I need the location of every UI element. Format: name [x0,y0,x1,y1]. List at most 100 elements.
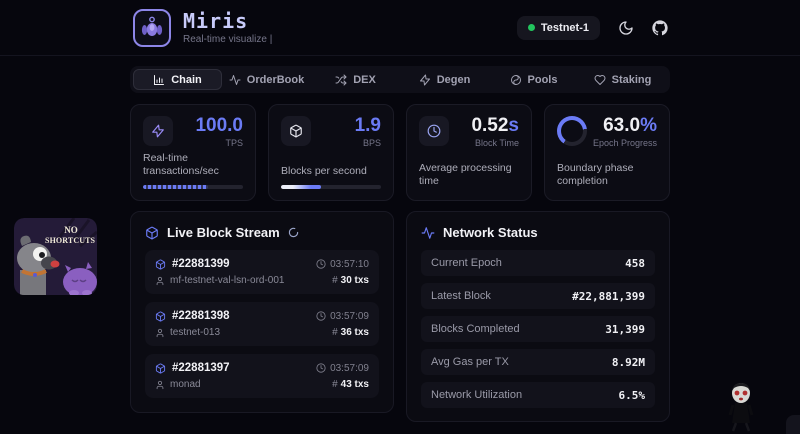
epoch-progress-ring [557,116,587,146]
cube-icon [155,258,166,270]
pulse-icon [421,226,435,240]
zap-icon [419,74,431,86]
clock-icon [316,259,326,269]
block-list-item[interactable]: #22881397 03:57:09 monad #43 txs [145,354,379,398]
panels-row: Live Block Stream #22881399 03:57:10 [130,211,670,422]
tab-staking[interactable]: Staking [578,69,667,90]
app-header: Miris Real-time visualize | Testnet-1 [0,0,800,56]
epoch-progress-unit: Epoch Progress [592,138,657,148]
main-content: Chain OrderBook DEX Degen Pools Staking [130,66,670,422]
tab-orderbook[interactable]: OrderBook [222,69,311,90]
user-icon [155,276,165,286]
tab-bar: Chain OrderBook DEX Degen Pools Staking [130,66,670,93]
block-txs: #30 txs [332,275,369,286]
page-subtitle: Real-time visualize | [183,33,273,45]
tab-dex[interactable]: DEX [311,69,400,90]
block-time: 03:57:10 [330,258,369,270]
tps-unit: TPS [225,138,243,148]
live-block-stream-panel: Live Block Stream #22881399 03:57:10 [130,211,394,413]
green-status-dot [527,24,535,31]
block-list-item[interactable]: #22881399 03:57:10 mf-testnet-val-lsn-or… [145,250,379,294]
moon-icon [618,20,634,36]
block-time: 03:57:09 [330,310,369,322]
heart-icon [594,74,606,86]
spinner-icon [288,227,299,238]
cube-icon [281,116,311,146]
tab-label: OrderBook [246,73,305,86]
tab-label: Degen [436,73,471,86]
clock-icon [419,116,449,146]
bps-value: 1.9 [354,115,381,136]
theme-toggle-button[interactable] [618,20,634,36]
cube-icon [155,310,166,322]
tab-label: DEX [353,73,376,86]
clock-icon [316,311,326,321]
stat-card-tps: 100.0 TPS Real-time transactions/sec [130,104,256,201]
header-actions: Testnet-1 [516,15,668,40]
user-icon [155,328,165,338]
block-number: #22881398 [172,310,230,322]
block-validator: testnet-013 [170,327,221,338]
tps-description: Real-time transactions/sec [143,151,219,178]
tps-progress-bar [143,185,243,189]
panel-title: Live Block Stream [167,225,280,240]
github-link-button[interactable] [652,19,668,36]
tab-chain[interactable]: Chain [133,69,222,90]
tab-label: Pools [527,73,558,86]
pixel-character [726,381,756,433]
epoch-progress-description: Boundary phase completion [557,161,634,188]
status-row-avg-gas: Avg Gas per TX 8.92M [421,349,655,375]
bps-progress-bar [281,185,381,189]
block-time: 03:57:09 [330,362,369,374]
block-list-item[interactable]: #22881398 03:57:09 testnet-013 #36 txs [145,302,379,346]
block-time-value: 0.52s [471,115,519,136]
block-time-unit: Block Time [474,138,519,148]
block-number: #22881397 [172,362,230,374]
app-logo [133,8,171,47]
user-icon [155,380,165,390]
shuffle-icon [335,74,347,86]
block-validator: monad [170,379,201,390]
panel-title: Network Status [443,225,538,240]
block-number: #22881399 [172,258,230,270]
status-row-current-epoch: Current Epoch 458 [421,250,655,276]
cube-icon [145,226,159,240]
tps-value: 100.0 [195,115,243,136]
stat-card-block-time: 0.52s Block Time Average processing time [406,104,532,201]
app-title-block: Miris Real-time visualize | [183,11,272,45]
svg-text:NO: NO [64,225,78,235]
miris-logo-icon [138,14,166,42]
no-shortcuts-sticker: NO SHORTCUTS [14,218,97,295]
swirl-icon [510,74,522,86]
block-txs: #36 txs [332,327,369,338]
corner-widget [786,415,800,434]
bar-chart-icon [153,74,165,86]
block-txs: #43 txs [332,379,369,390]
network-status-panel: Network Status Current Epoch 458 Latest … [406,211,670,422]
tab-pools[interactable]: Pools [489,69,578,90]
stat-card-epoch-progress: 63.0% Epoch Progress Boundary phase comp… [544,104,670,201]
stat-card-bps: 1.9 BPS Blocks per second [268,104,394,201]
network-badge-label: Testnet-1 [540,21,589,34]
status-row-latest-block: Latest Block #22,881,399 [421,283,655,309]
bps-description: Blocks per second [281,165,367,178]
network-badge[interactable]: Testnet-1 [516,15,600,40]
epoch-progress-value: 63.0% [603,115,657,136]
clock-icon [316,363,326,373]
tab-label: Staking [611,73,652,86]
svg-text:SHORTCUTS: SHORTCUTS [45,236,96,245]
tab-label: Chain [171,73,202,86]
cube-icon [155,362,166,374]
block-validator: mf-testnet-val-lsn-ord-001 [170,275,285,286]
activity-icon [229,74,241,86]
block-time-description: Average processing time [419,161,512,188]
status-row-network-utilization: Network Utilization 6.5% [421,382,655,408]
tab-degen[interactable]: Degen [400,69,489,90]
page-title: Miris [183,8,249,33]
github-icon [652,19,668,36]
status-row-blocks-completed: Blocks Completed 31,399 [421,316,655,342]
zap-icon [143,116,173,146]
bps-unit: BPS [362,138,381,148]
stat-cards: 100.0 TPS Real-time transactions/sec 1.9 [130,104,670,201]
